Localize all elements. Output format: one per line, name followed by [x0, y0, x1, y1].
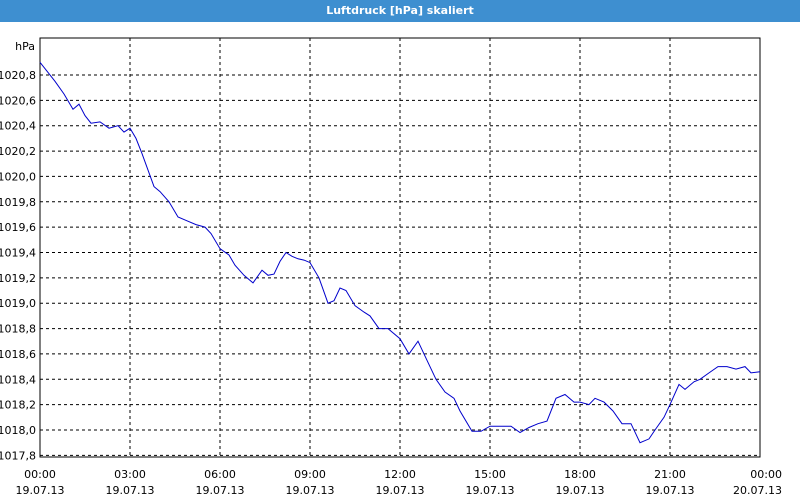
- y-tick-label: 1019,6: [0, 221, 36, 234]
- x-tick-time: 00:00: [750, 468, 782, 481]
- y-tick-label: 1019,4: [0, 247, 36, 260]
- x-tick-time: 18:00: [564, 468, 596, 481]
- y-tick-label: 1020,4: [0, 120, 36, 133]
- x-tick-time: 21:00: [654, 468, 686, 481]
- x-tick-time: 00:00: [24, 468, 56, 481]
- y-tick-label: 1018,2: [0, 399, 36, 412]
- x-tick-date: 19.07.13: [376, 484, 425, 497]
- y-tick-label: 1020,6: [0, 94, 36, 107]
- window-title: Luftdruck [hPa] skaliert: [0, 0, 800, 22]
- y-axis-unit: hPa: [15, 40, 35, 53]
- y-tick-label: 1020,0: [0, 170, 36, 183]
- y-axis: 1020,8 1020,6 1020,4 1020,2 1020,0 1019,8 1019…: [0, 69, 36, 462]
- x-tick-time: 15:00: [474, 468, 506, 481]
- x-tick-date: 19.07.13: [556, 484, 605, 497]
- y-tick-label: 1018,8: [0, 323, 36, 336]
- y-tick-label: 1020,2: [0, 145, 36, 158]
- y-tick-label: 1019,8: [0, 196, 36, 209]
- x-tick-date: 19.07.13: [16, 484, 65, 497]
- y-tick-label: 1019,2: [0, 272, 36, 285]
- y-tick-label: 1017,8: [0, 449, 36, 462]
- chart-grid: [40, 38, 760, 457]
- x-tick-time: 12:00: [384, 468, 416, 481]
- series-line: [39, 61, 761, 444]
- y-tick-label: 1018,4: [0, 373, 36, 386]
- x-axis: 00:00 19.07.13 03:00 19.07.13 06:00 19.07.13 0…: [16, 468, 782, 497]
- x-tick-date: 20.07.13: [733, 484, 782, 497]
- x-tick-time: 03:00: [114, 468, 146, 481]
- y-tick-label: 1019,0: [0, 297, 36, 310]
- x-tick-time: 06:00: [204, 468, 236, 481]
- x-tick-date: 19.07.13: [466, 484, 515, 497]
- x-tick-date: 19.07.13: [646, 484, 695, 497]
- x-tick-time: 09:00: [294, 468, 326, 481]
- y-tick-label: 1018,0: [0, 424, 36, 437]
- x-tick-date: 19.07.13: [196, 484, 245, 497]
- x-tick-date: 19.07.13: [106, 484, 155, 497]
- y-tick-label: 1018,6: [0, 348, 36, 361]
- y-tick-label: 1020,8: [0, 69, 36, 82]
- plot-frame: [39, 37, 761, 458]
- x-tick-date: 19.07.13: [286, 484, 335, 497]
